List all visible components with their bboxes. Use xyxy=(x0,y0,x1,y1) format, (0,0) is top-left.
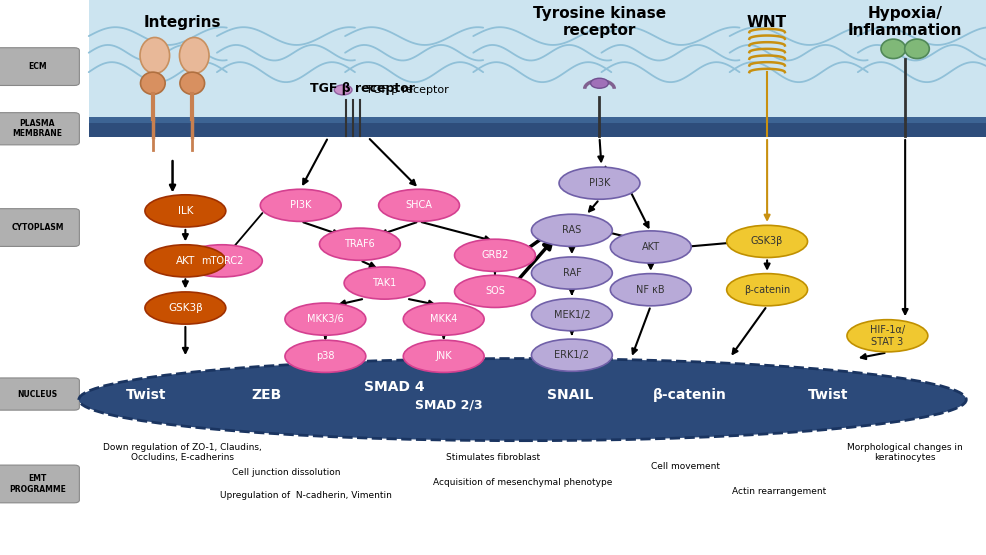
Ellipse shape xyxy=(145,245,226,277)
Text: NF κB: NF κB xyxy=(636,285,666,295)
Text: ILK: ILK xyxy=(177,206,193,216)
Ellipse shape xyxy=(727,225,808,258)
Text: EMT
PROGRAMME: EMT PROGRAMME xyxy=(9,475,66,493)
Ellipse shape xyxy=(905,39,929,58)
Text: AKT: AKT xyxy=(176,256,195,266)
Text: Twist: Twist xyxy=(808,388,849,402)
Text: SMAD 2/3: SMAD 2/3 xyxy=(415,398,482,412)
Text: TGF β receptor: TGF β receptor xyxy=(311,82,415,95)
FancyBboxPatch shape xyxy=(0,48,79,85)
Ellipse shape xyxy=(319,228,400,260)
Ellipse shape xyxy=(181,245,262,277)
Text: MKK3/6: MKK3/6 xyxy=(307,314,344,324)
Ellipse shape xyxy=(141,72,166,94)
Ellipse shape xyxy=(179,37,209,74)
Text: ECM: ECM xyxy=(29,62,46,71)
Ellipse shape xyxy=(379,189,459,221)
Text: Integrins: Integrins xyxy=(144,14,221,30)
FancyBboxPatch shape xyxy=(0,465,79,503)
Bar xyxy=(89,117,986,123)
Circle shape xyxy=(334,85,352,95)
Ellipse shape xyxy=(79,359,966,441)
Ellipse shape xyxy=(403,340,484,372)
Ellipse shape xyxy=(531,214,612,246)
Ellipse shape xyxy=(285,340,366,372)
Text: SMAD 4: SMAD 4 xyxy=(364,380,425,395)
Text: GSK3β: GSK3β xyxy=(168,303,203,313)
Text: PI3K: PI3K xyxy=(589,178,610,188)
Text: Morphological changes in
keratinocytes: Morphological changes in keratinocytes xyxy=(847,443,963,462)
Ellipse shape xyxy=(260,189,341,221)
Text: GRB2: GRB2 xyxy=(481,250,509,260)
Text: Stimulates fibroblast: Stimulates fibroblast xyxy=(446,453,540,462)
Ellipse shape xyxy=(610,274,691,306)
Text: SNAIL: SNAIL xyxy=(546,388,594,402)
Text: RAS: RAS xyxy=(562,225,582,235)
Ellipse shape xyxy=(531,257,612,289)
Ellipse shape xyxy=(344,267,425,299)
Ellipse shape xyxy=(180,72,205,94)
Text: HIF-1α/
STAT 3: HIF-1α/ STAT 3 xyxy=(870,325,905,346)
Text: TGF β receptor: TGF β receptor xyxy=(366,85,449,95)
Ellipse shape xyxy=(531,339,612,371)
Ellipse shape xyxy=(610,231,691,263)
Ellipse shape xyxy=(727,274,808,306)
Text: CYTOPLASM: CYTOPLASM xyxy=(11,223,64,232)
Text: Cell junction dissolution: Cell junction dissolution xyxy=(232,468,340,477)
Ellipse shape xyxy=(145,292,226,324)
Ellipse shape xyxy=(559,167,640,199)
Ellipse shape xyxy=(847,320,928,352)
Text: Actin rearrangement: Actin rearrangement xyxy=(732,487,826,496)
Text: JNK: JNK xyxy=(436,351,452,361)
Ellipse shape xyxy=(403,303,484,335)
Text: ZEB: ZEB xyxy=(251,388,281,402)
Text: TAK1: TAK1 xyxy=(373,278,396,288)
Text: NUCLEUS: NUCLEUS xyxy=(18,390,57,398)
Text: TRAF6: TRAF6 xyxy=(344,239,376,249)
FancyBboxPatch shape xyxy=(0,209,79,246)
Text: Acquisition of mesenchymal phenotype: Acquisition of mesenchymal phenotype xyxy=(433,478,612,487)
Text: Hypoxia/
Inflammation: Hypoxia/ Inflammation xyxy=(848,6,962,38)
Circle shape xyxy=(591,78,608,88)
Bar xyxy=(89,0,986,119)
Text: β-catenin: β-catenin xyxy=(744,285,790,295)
Ellipse shape xyxy=(455,239,535,271)
Text: Upregulation of  N-cadherin, Vimentin: Upregulation of N-cadherin, Vimentin xyxy=(220,491,391,500)
Ellipse shape xyxy=(881,39,906,58)
Ellipse shape xyxy=(531,299,612,331)
Text: RAF: RAF xyxy=(562,268,582,278)
Text: ERK1/2: ERK1/2 xyxy=(554,350,590,360)
Text: WNT: WNT xyxy=(747,14,787,30)
Ellipse shape xyxy=(145,195,226,227)
Bar xyxy=(89,136,986,433)
Text: PLASMA
MEMBRANE: PLASMA MEMBRANE xyxy=(13,119,62,138)
Bar xyxy=(89,119,986,137)
Text: GSK3β: GSK3β xyxy=(751,236,783,246)
Text: AKT: AKT xyxy=(642,242,660,252)
Text: MKK4: MKK4 xyxy=(430,314,458,324)
Text: mTORC2: mTORC2 xyxy=(201,256,243,266)
Text: PI3K: PI3K xyxy=(290,200,312,210)
Text: Twist: Twist xyxy=(125,388,167,402)
Text: SOS: SOS xyxy=(485,286,505,296)
Text: p38: p38 xyxy=(317,351,334,361)
Ellipse shape xyxy=(285,303,366,335)
FancyBboxPatch shape xyxy=(0,378,79,410)
Text: MEK1/2: MEK1/2 xyxy=(553,310,591,320)
Text: Cell movement: Cell movement xyxy=(651,462,720,471)
Ellipse shape xyxy=(455,275,535,307)
FancyBboxPatch shape xyxy=(0,113,79,145)
Text: Down regulation of ZO-1, Claudins,
Occludins, E-cadherins: Down regulation of ZO-1, Claudins, Occlu… xyxy=(103,443,262,462)
Text: SHCA: SHCA xyxy=(405,200,433,210)
Text: Tyrosine kinase
receptor: Tyrosine kinase receptor xyxy=(532,6,667,38)
Ellipse shape xyxy=(140,37,170,74)
Text: β-catenin: β-catenin xyxy=(654,388,727,402)
